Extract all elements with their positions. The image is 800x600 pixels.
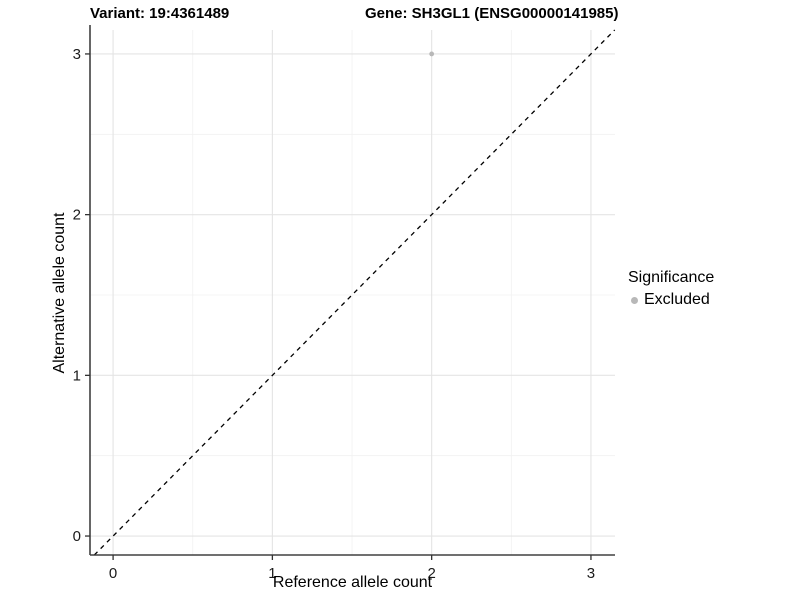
- x-tick-label: 1: [268, 565, 276, 582]
- y-tick-label: 0: [73, 528, 81, 545]
- legend-item-label: Excluded: [644, 291, 710, 308]
- y-axis-label: Alternative allele count: [51, 212, 68, 374]
- plot-title-variant: Variant: 19:4361489: [90, 5, 230, 22]
- y-tick-label: 3: [73, 46, 81, 63]
- x-tick-label: 3: [587, 565, 595, 582]
- x-tick-label: 2: [427, 565, 435, 582]
- y-tick-label: 2: [73, 207, 81, 224]
- y-tick-label: 1: [73, 367, 81, 384]
- x-tick-label: 0: [109, 565, 117, 582]
- legend-item-excluded: Excluded: [628, 290, 714, 310]
- identity-line: [93, 29, 616, 556]
- legend: Significance Excluded: [628, 268, 714, 310]
- legend-excluded-dot-icon: [631, 296, 638, 304]
- plot-title-gene: Gene: SH3GL1 (ENSG00000141985): [365, 5, 619, 22]
- x-axis-label: Reference allele count: [272, 574, 433, 591]
- legend-title: Significance: [628, 269, 715, 286]
- data-point: [429, 51, 435, 57]
